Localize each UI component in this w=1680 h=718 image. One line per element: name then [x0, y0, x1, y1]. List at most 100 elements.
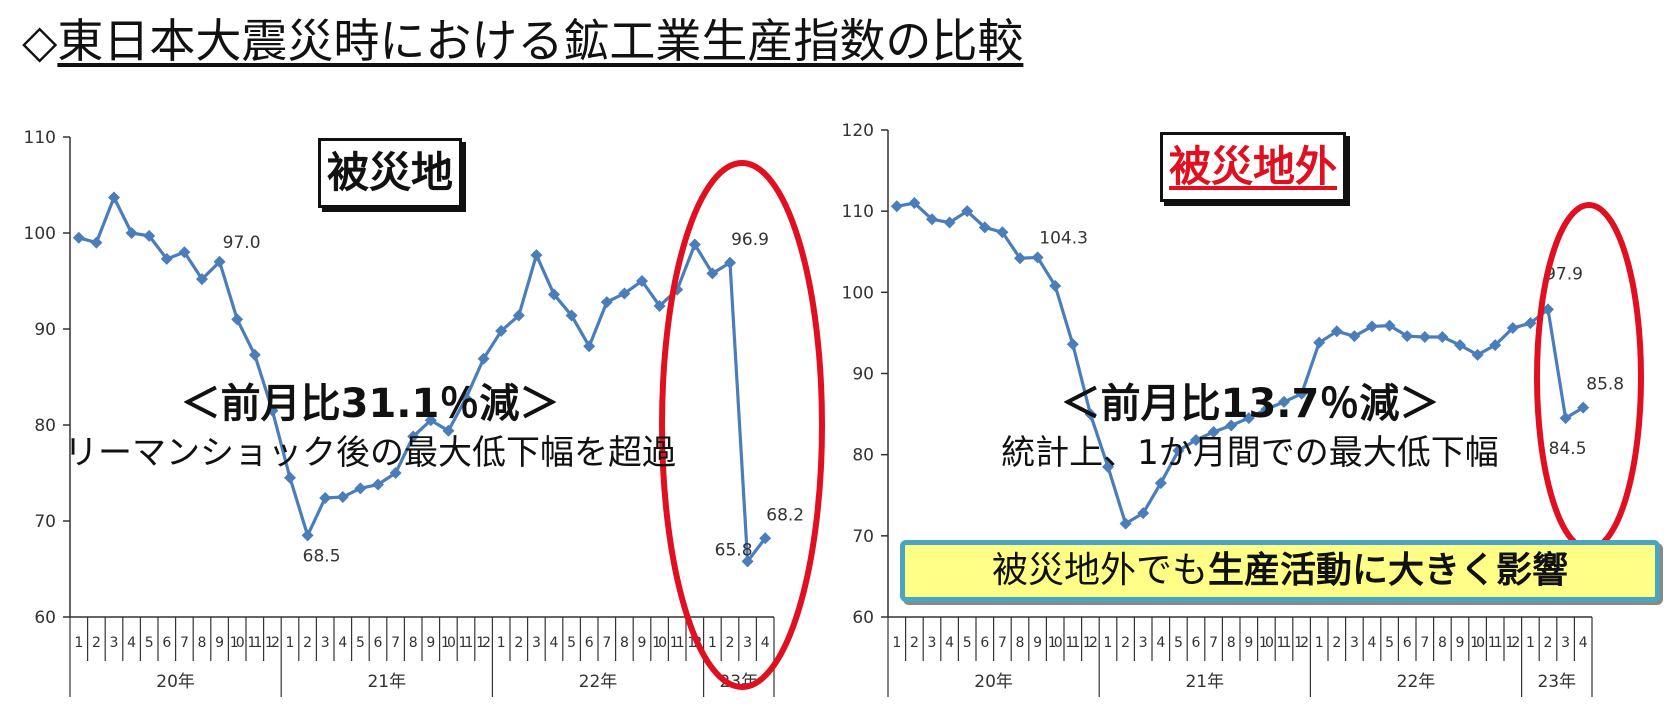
left-data-point	[108, 191, 120, 204]
left-data-point	[389, 467, 402, 479]
panel-label-hisaichigai-text: 被災地外	[1169, 142, 1338, 191]
note-hisaichigai-bold: ＜前月比13.7％減＞	[1060, 381, 1440, 427]
left-month-label: 8	[198, 635, 207, 651]
right-month-label: 2	[1332, 635, 1341, 651]
note-hisaichi: ＜前月比31.1％減＞ リーマンショック後の最大低下幅を超過	[0, 378, 740, 476]
right-month-label: 2	[1544, 635, 1553, 651]
right-data-point	[961, 205, 974, 218]
right-month-label: 10	[1048, 635, 1063, 651]
right-y-tick-label: 100	[842, 283, 874, 303]
right-data-point	[890, 200, 903, 213]
left-data-point	[530, 249, 543, 262]
right-data-label: 84.5	[1549, 439, 1587, 459]
right-data-point	[1454, 339, 1466, 352]
left-month-label: 3	[321, 635, 330, 651]
left-data-point	[741, 555, 754, 568]
right-month-label: 3	[1139, 635, 1148, 651]
panel-label-hisaichigai: 被災地外	[1160, 132, 1347, 202]
right-data-point	[908, 197, 921, 210]
right-data-point	[1542, 303, 1554, 316]
note-hisaichigai-sub: 統計上、1か月間での最大低下幅	[1001, 433, 1499, 473]
right-y-tick-label: 70	[852, 527, 874, 547]
right-y-tick-label: 60	[852, 608, 874, 628]
left-month-label: 5	[567, 635, 576, 651]
left-month-label: 10	[652, 635, 667, 651]
left-month-label: 2	[92, 635, 101, 651]
right-month-label: 5	[963, 635, 972, 651]
left-data-label: 96.9	[731, 230, 769, 250]
left-data-point	[213, 255, 226, 268]
right-data-point	[1577, 401, 1590, 414]
left-data-point	[90, 236, 103, 249]
note-hisaichi-bold: ＜前月比31.1％減＞	[180, 381, 560, 427]
right-month-label: 8	[1016, 635, 1025, 651]
left-month-label: 6	[585, 635, 594, 651]
left-month-label: 12	[265, 635, 280, 651]
left-data-point	[336, 491, 349, 503]
right-month-label: 10	[1259, 635, 1274, 651]
left-data-point	[178, 246, 191, 259]
left-y-tick-label: 60	[34, 608, 56, 628]
left-month-label: 3	[532, 635, 541, 651]
left-data-point	[460, 392, 472, 405]
right-month-label: 12	[1294, 635, 1309, 651]
right-month-label: 6	[1192, 635, 1201, 651]
left-data-label: 68.5	[303, 546, 341, 566]
right-data-point	[996, 226, 1009, 239]
left-y-tick-label: 100	[24, 224, 56, 244]
left-y-tick-label: 110	[24, 128, 56, 148]
right-y-tick-label: 80	[852, 446, 874, 466]
right-data-point	[926, 213, 938, 226]
left-data-point	[231, 313, 244, 326]
right-data-point	[1137, 507, 1150, 520]
left-month-label: 4	[761, 635, 770, 651]
left-data-point	[143, 229, 156, 242]
left-month-label: 11	[247, 635, 262, 651]
left-month-label: 9	[426, 635, 435, 651]
note-hisaichi-sub: リーマンショック後の最大低下幅を超過	[64, 433, 676, 473]
right-data-point	[1383, 319, 1396, 332]
right-data-point	[1295, 387, 1308, 400]
right-data-point	[1066, 338, 1079, 351]
right-series-line	[896, 201, 1585, 526]
left-month-label: 7	[391, 635, 400, 651]
left-data-point	[72, 231, 85, 244]
right-data-point	[1330, 325, 1343, 338]
left-month-label: 1	[708, 635, 717, 651]
right-month-label: 5	[1174, 635, 1183, 651]
right-month-label: 2	[910, 635, 919, 651]
left-month-label: 10	[441, 635, 456, 651]
left-month-label: 3	[110, 635, 119, 651]
right-y-tick-label: 110	[842, 202, 874, 222]
right-data-point	[978, 221, 991, 234]
left-data-point	[196, 273, 208, 286]
left-data-point	[724, 256, 736, 269]
right-month-label: 12	[1083, 635, 1098, 651]
right-data-point	[1436, 330, 1449, 343]
right-data-point	[1242, 412, 1255, 425]
left-month-label: 9	[215, 635, 224, 651]
right-data-point	[1049, 279, 1062, 292]
left-data-point	[319, 491, 332, 504]
right-data-point	[1401, 330, 1414, 343]
right-data-point	[1225, 419, 1238, 432]
left-data-point	[424, 414, 437, 427]
left-data-point	[125, 227, 138, 239]
left-month-label: 4	[550, 635, 559, 651]
left-month-label: 8	[409, 635, 418, 651]
right-year-label: 21年	[1185, 672, 1224, 692]
left-month-label: 6	[374, 635, 383, 651]
left-data-label: 65.8	[715, 540, 753, 560]
left-data-point	[706, 267, 719, 280]
left-data-point	[407, 430, 420, 443]
left-data-point	[266, 404, 279, 417]
left-data-point	[284, 471, 296, 484]
right-month-label: 10	[1470, 635, 1485, 651]
right-data-point	[1260, 403, 1273, 416]
right-data-point	[1207, 425, 1220, 438]
left-year-label: 22年	[579, 672, 618, 692]
left-data-point	[618, 287, 631, 300]
right-month-label: 1	[1526, 635, 1535, 651]
left-month-label: 8	[620, 635, 629, 651]
